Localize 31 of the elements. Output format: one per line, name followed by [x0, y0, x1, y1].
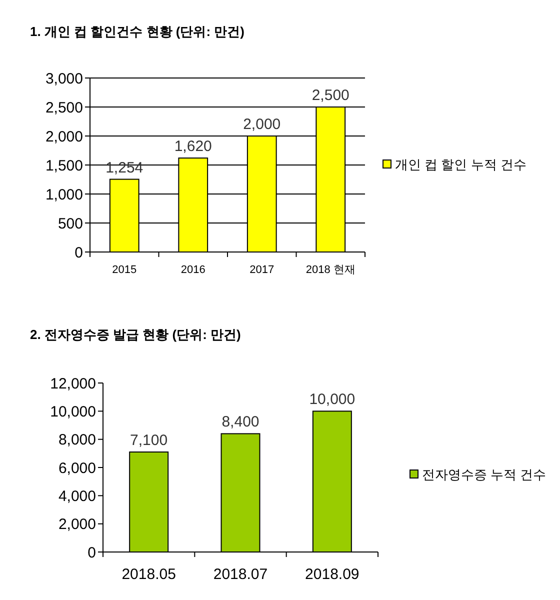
data-label: 7,100 [130, 432, 168, 450]
y-tick-label: 0 [88, 544, 96, 562]
y-tick-label: 1,500 [45, 157, 83, 174]
y-tick-label: 500 [58, 215, 83, 232]
y-tick-label: 1,000 [45, 186, 83, 204]
y-tick-label: 8,000 [58, 432, 96, 449]
data-label: 8,400 [222, 414, 260, 431]
x-tick-label: 2017 [250, 264, 274, 276]
chart-title: 2. 전자영수증 발급 현황 (단위: 만건) [30, 327, 241, 342]
y-tick-label: 4,000 [58, 488, 96, 505]
chart-title: 1. 개인 컵 할인건수 현황 (단위: 만건) [30, 24, 244, 39]
y-tick-label: 0 [74, 244, 83, 262]
y-tick-label: 2,000 [58, 516, 96, 534]
x-tick-label: 2018.07 [213, 566, 268, 583]
x-tick-label: 2018.09 [305, 566, 360, 583]
data-label: 2,000 [243, 116, 281, 133]
legend-label: 전자영수증 누적 건수 [422, 467, 546, 482]
x-tick-label: 2015 [112, 264, 137, 276]
y-tick-label: 6,000 [58, 460, 96, 477]
data-label: 2,500 [312, 87, 350, 104]
y-tick-label: 3,000 [45, 70, 83, 88]
data-label: 1,620 [174, 138, 212, 156]
y-tick-label: 10,000 [50, 403, 96, 420]
y-tick-label: 2,500 [45, 99, 83, 116]
y-tick-label: 2,000 [45, 128, 83, 146]
x-tick-label: 2018 현재 [306, 264, 356, 276]
x-tick-label: 2016 [180, 264, 206, 276]
x-tick-label: 2018.05 [122, 566, 176, 583]
data-label: 10,000 [309, 391, 356, 408]
legend-label: 개인 컵 할인 누적 건수 [395, 157, 526, 172]
y-tick-label: 12,000 [50, 375, 96, 392]
